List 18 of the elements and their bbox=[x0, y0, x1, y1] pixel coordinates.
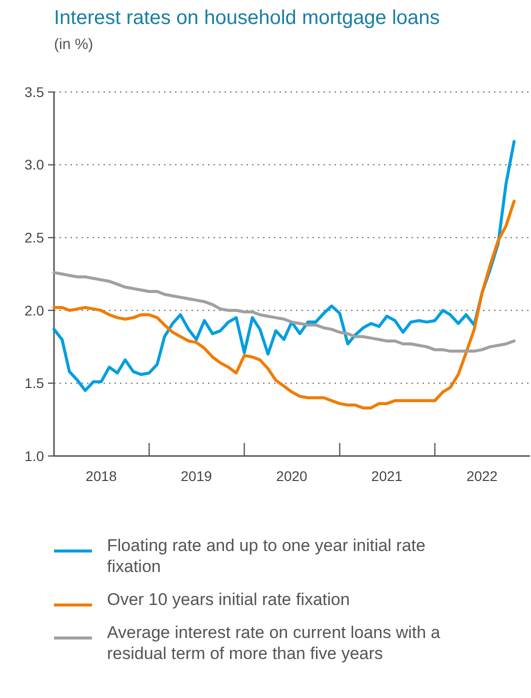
x-tick-label: 2019 bbox=[180, 468, 212, 484]
line-series bbox=[52, 271, 516, 353]
chart-subtitle: (in %) bbox=[54, 36, 94, 53]
x-tick-label: 2022 bbox=[466, 468, 498, 484]
y-tick-label: 2.0 bbox=[24, 302, 44, 318]
legend-label: Over 10 years initial rate fixation bbox=[107, 590, 350, 609]
legend-label: Average interest rate on current loans with a residual term of more than five years bbox=[107, 622, 441, 663]
y-tick-label: 1.0 bbox=[24, 448, 44, 464]
y-tick-label: 3.0 bbox=[24, 156, 44, 173]
line-series bbox=[52, 200, 516, 410]
y-tick-label: 3.5 bbox=[24, 84, 44, 100]
chart-title: Interest rates on household mortgage loans bbox=[54, 7, 440, 29]
x-tick-label: 2020 bbox=[276, 468, 308, 484]
legend-label: Floating rate and up to one year initial rate fixation bbox=[107, 536, 426, 576]
x-tick-label: 2021 bbox=[371, 468, 403, 484]
y-tick-label: 2.5 bbox=[24, 230, 44, 246]
y-tick-label: 1.5 bbox=[24, 375, 44, 392]
x-tick-label: 2018 bbox=[86, 468, 117, 484]
